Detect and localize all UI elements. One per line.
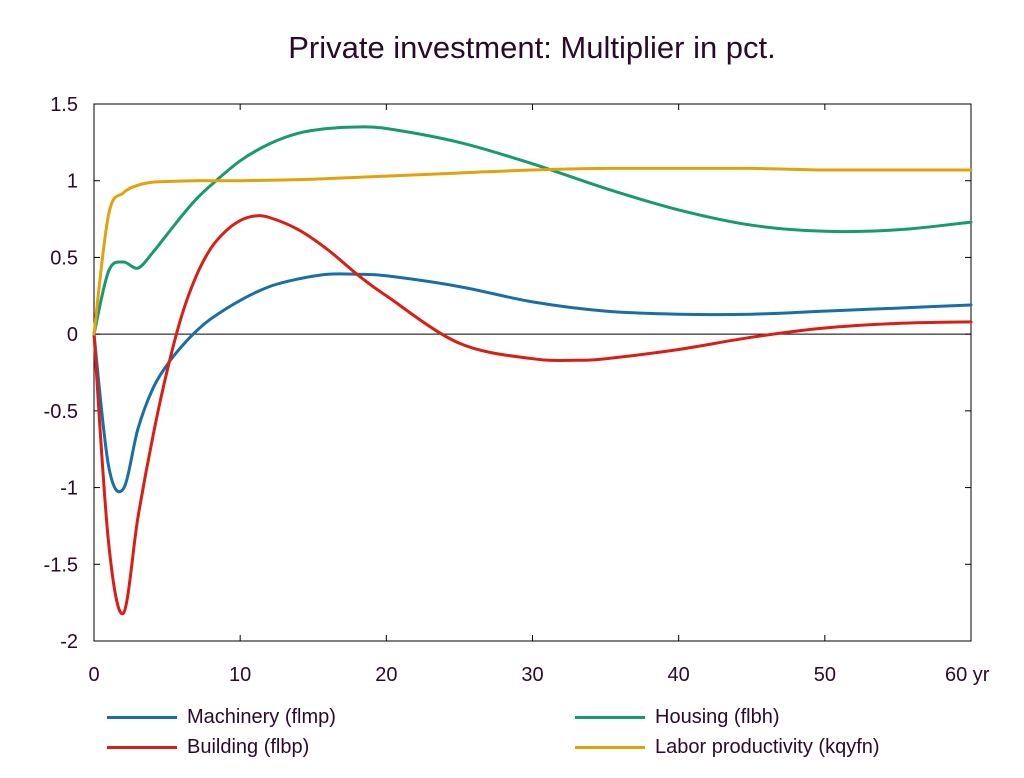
y-tick-label: -2 bbox=[60, 631, 78, 653]
y-tick-label: -1 bbox=[60, 478, 78, 500]
y-tick-label: 0 bbox=[67, 324, 78, 346]
legend-swatch bbox=[575, 715, 645, 719]
x-tick-label: 50 bbox=[814, 664, 836, 686]
legend-label: Machinery (flmp) bbox=[187, 705, 336, 728]
axes bbox=[93, 103, 972, 642]
y-tick-label: -1.5 bbox=[44, 554, 78, 576]
x-tick-label: 20 bbox=[375, 664, 397, 686]
x-tick-label: 40 bbox=[668, 664, 690, 686]
series-line-building bbox=[92, 214, 973, 616]
series-line-housing bbox=[92, 125, 973, 336]
legend-item-labor-productivity: Labor productivity (kqyfn) bbox=[575, 732, 880, 762]
legend-label: Building (flbp) bbox=[187, 735, 310, 758]
y-tick-label: 1 bbox=[67, 171, 78, 193]
chart-title: Private investment: Multiplier in pct. bbox=[288, 30, 776, 65]
legend-item-housing: Housing (flbh) bbox=[575, 702, 780, 732]
legend: Machinery (flmp) Housing (flbh) Building (… bbox=[0, 700, 1024, 770]
y-tick-label: 1.5 bbox=[50, 94, 78, 116]
y-tick-label: -0.5 bbox=[44, 401, 78, 423]
x-tick-label: 10 bbox=[229, 664, 251, 686]
x-tick-label: 0 bbox=[88, 664, 99, 686]
plot-frame bbox=[93, 103, 972, 642]
series-lines bbox=[92, 125, 973, 616]
series-line-labor-productivity bbox=[92, 166, 973, 336]
legend-item-building: Building (flbp) bbox=[107, 732, 309, 762]
legend-label: Labor productivity (kqyfn) bbox=[655, 735, 880, 758]
legend-swatch bbox=[575, 745, 645, 749]
y-tick-label: 0.5 bbox=[50, 247, 78, 269]
legend-swatch bbox=[107, 745, 177, 749]
series-line-machinery bbox=[92, 272, 973, 494]
x-tick-label: 60 yr bbox=[945, 664, 990, 686]
chart-plot: 1.5 1 0.5 0 -0.5 -1 -1.5 -2 0 10 20 30 40 50 60 yr bbox=[44, 94, 990, 686]
legend-swatch bbox=[107, 715, 177, 719]
tick-labels: 1.5 1 0.5 0 -0.5 -1 -1.5 -2 0 10 20 30 40 50 60 yr bbox=[44, 94, 990, 686]
legend-item-machinery: Machinery (flmp) bbox=[107, 702, 336, 732]
legend-label: Housing (flbh) bbox=[655, 705, 780, 728]
x-tick-label: 30 bbox=[521, 664, 543, 686]
